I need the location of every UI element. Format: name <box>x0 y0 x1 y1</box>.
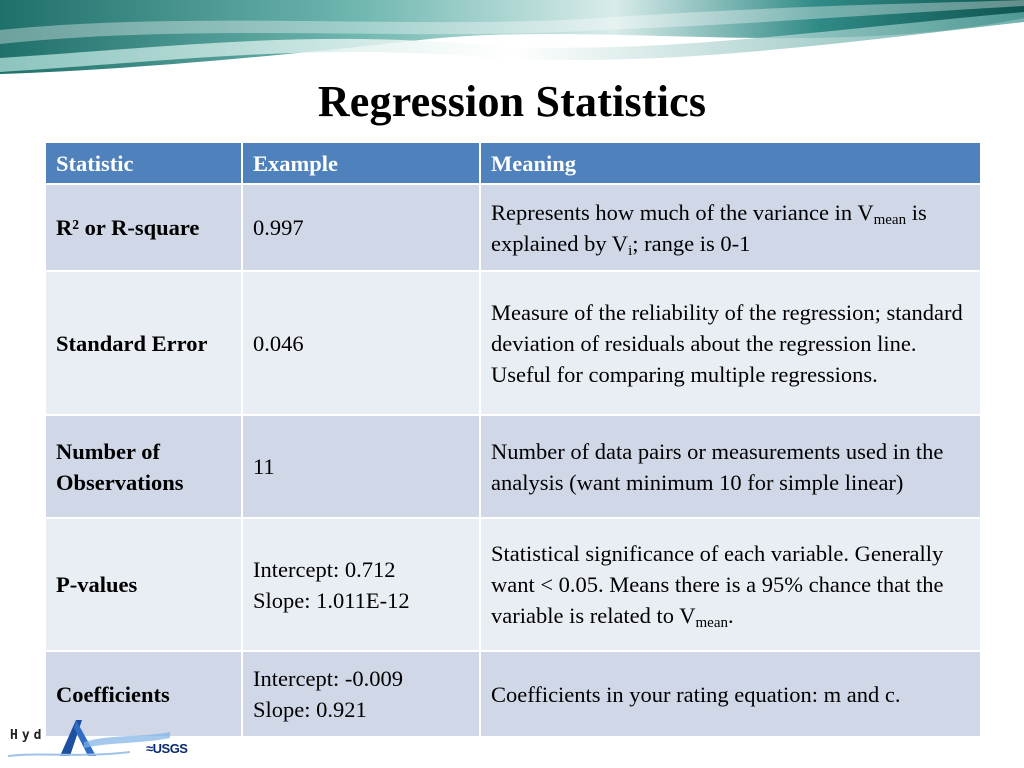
regression-statistics-table: Statistic Example Meaning R² or R-square… <box>44 141 982 738</box>
table-row: R² or R-square 0.997 Represents how much… <box>44 183 982 272</box>
statistic-cell: R² or R-square <box>44 183 243 272</box>
table-row: Number of Observations 11 Number of data… <box>44 414 982 519</box>
meaning-cell: Statistical significance of each variabl… <box>479 517 982 652</box>
example-cell: 0.046 <box>241 270 481 416</box>
table-row: Standard Error 0.046 Measure of the reli… <box>44 270 982 416</box>
table-row: Coefficients Intercept: -0.009 Slope: 0.9… <box>44 650 982 738</box>
example-cell: Intercept: 0.712 Slope: 1.011E-12 <box>241 517 481 652</box>
example-cell: Intercept: -0.009 Slope: 0.921 <box>241 650 481 738</box>
meaning-cell: Number of data pairs or measurements use… <box>479 414 982 519</box>
statistic-cell: P-values <box>44 517 243 652</box>
header-meaning: Meaning <box>479 141 982 185</box>
table-row: P-values Intercept: 0.712 Slope: 1.011E-1… <box>44 517 982 652</box>
statistic-cell: Standard Error <box>44 270 243 416</box>
header-wave-banner <box>0 0 1024 80</box>
statistic-cell: Number of Observations <box>44 414 243 519</box>
header-statistic: Statistic <box>44 141 243 185</box>
example-cell: 0.997 <box>241 183 481 272</box>
page-title: Regression Statistics <box>317 77 707 126</box>
meaning-cell: Coefficients in your rating equation: m … <box>479 650 982 738</box>
hydrology-logo <box>7 720 170 757</box>
header-example: Example <box>241 141 481 185</box>
table-header-row: Statistic Example Meaning <box>44 141 982 185</box>
usgs-logo: ≈USGS <box>146 741 188 756</box>
logo-text: Hyd <box>10 728 46 743</box>
meaning-cell: Measure of the reliability of the regres… <box>479 270 982 416</box>
meaning-cell: Represents how much of the variance in V… <box>479 183 982 272</box>
statistic-cell: Coefficients <box>44 650 243 738</box>
example-cell: 11 <box>241 414 481 519</box>
